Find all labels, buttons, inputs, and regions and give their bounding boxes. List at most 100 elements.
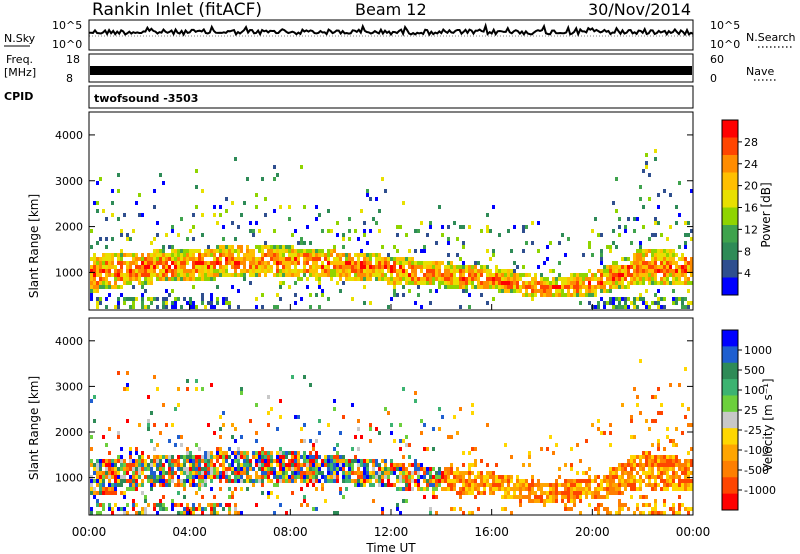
heatmap-cell [258,475,261,479]
heatmap-cell [564,495,567,499]
heatmap-cell [102,463,105,467]
heatmap-cell [555,281,558,285]
heatmap-cell [255,261,258,265]
heatmap-cell [174,301,177,305]
heatmap-cell [603,431,606,435]
heatmap-cell [327,455,330,459]
heatmap-cell [333,463,336,467]
heatmap-cell [648,467,651,471]
heatmap-cell [174,503,177,507]
heatmap-cell [288,479,291,483]
heatmap-cell [657,281,660,285]
heatmap-cell [201,475,204,479]
heatmap-cell [384,459,387,463]
heatmap-cell [198,471,201,475]
heatmap-cell [96,257,99,261]
heatmap-cell [147,265,150,269]
heatmap-cell [255,305,258,309]
heatmap-cell [303,375,306,379]
heatmap-cell [417,479,420,483]
heatmap-cell [468,305,471,309]
heatmap-cell [141,455,144,459]
heatmap-cell [201,261,204,265]
heatmap-cell [189,459,192,463]
heatmap-cell [321,483,324,487]
heatmap-cell [183,273,186,277]
heatmap-cell [96,265,99,269]
heatmap-cell [297,467,300,471]
heatmap-cell [171,269,174,273]
heatmap-cell [240,391,243,395]
heatmap-cell [408,479,411,483]
heatmap-cell [156,479,159,483]
heatmap-cell [399,257,402,261]
heatmap-cell [357,253,360,257]
heatmap-cell [603,273,606,277]
heatmap-cell [165,423,168,427]
heatmap-cell [180,253,183,257]
heatmap-cell [384,467,387,471]
heatmap-cell [558,475,561,479]
heatmap-cell [189,277,192,281]
heatmap-cell [342,459,345,463]
heatmap-cell [675,269,678,273]
heatmap-cell [324,265,327,269]
heatmap-cell [189,463,192,467]
heatmap-cell [603,289,606,293]
heatmap-cell [264,269,267,273]
heatmap-cell [282,273,285,277]
heatmap-cell [198,249,201,253]
heatmap-cell [543,499,546,503]
heatmap-cell [93,467,96,471]
heatmap-cell [474,285,477,289]
heatmap-cell [93,495,96,499]
heatmap-cell [102,459,105,463]
heatmap-cell [675,455,678,459]
heatmap-cell [105,459,108,463]
heatmap-cell [417,229,420,233]
heatmap-cell [666,475,669,479]
heatmap-cell [327,269,330,273]
heatmap-cell [318,265,321,269]
heatmap-cell [129,467,132,471]
heatmap-cell [195,261,198,265]
heatmap-cell [207,277,210,281]
heatmap-cell [273,177,276,181]
heatmap-cell [96,241,99,245]
heatmap-cell [669,463,672,467]
heatmap-cell [270,491,273,495]
heatmap-cell [621,483,624,487]
heatmap-cell [132,459,135,463]
heatmap-cell [351,403,354,407]
heatmap-cell [399,273,402,277]
heatmap-cell [450,273,453,277]
heatmap-cell [129,479,132,483]
heatmap-cell [105,471,108,475]
heatmap-cell [387,269,390,273]
heatmap-cell [273,165,276,169]
heatmap-cell [420,431,423,435]
heatmap-cell [183,511,186,515]
cpid-value: twofsound -3503 [94,92,198,105]
colorbar-swatch [722,155,738,173]
heatmap-cell [333,447,336,451]
heatmap-cell [246,177,249,181]
heatmap-cell [246,487,249,491]
heatmap-cell [636,503,639,507]
heatmap-cell [96,281,99,285]
heatmap-cell [150,257,153,261]
colorbar-swatch [722,346,738,364]
heatmap-cell [198,257,201,261]
heatmap-cell [183,495,186,499]
heatmap-cell [549,281,552,285]
heatmap-cell [561,491,564,495]
heatmap-cell [204,467,207,471]
heatmap-cell [330,467,333,471]
heatmap-cell [663,265,666,269]
heatmap-cell [651,467,654,471]
heatmap-cell [156,387,159,391]
heatmap-cell [414,459,417,463]
heatmap-cell [219,265,222,269]
heatmap-cell [441,281,444,285]
